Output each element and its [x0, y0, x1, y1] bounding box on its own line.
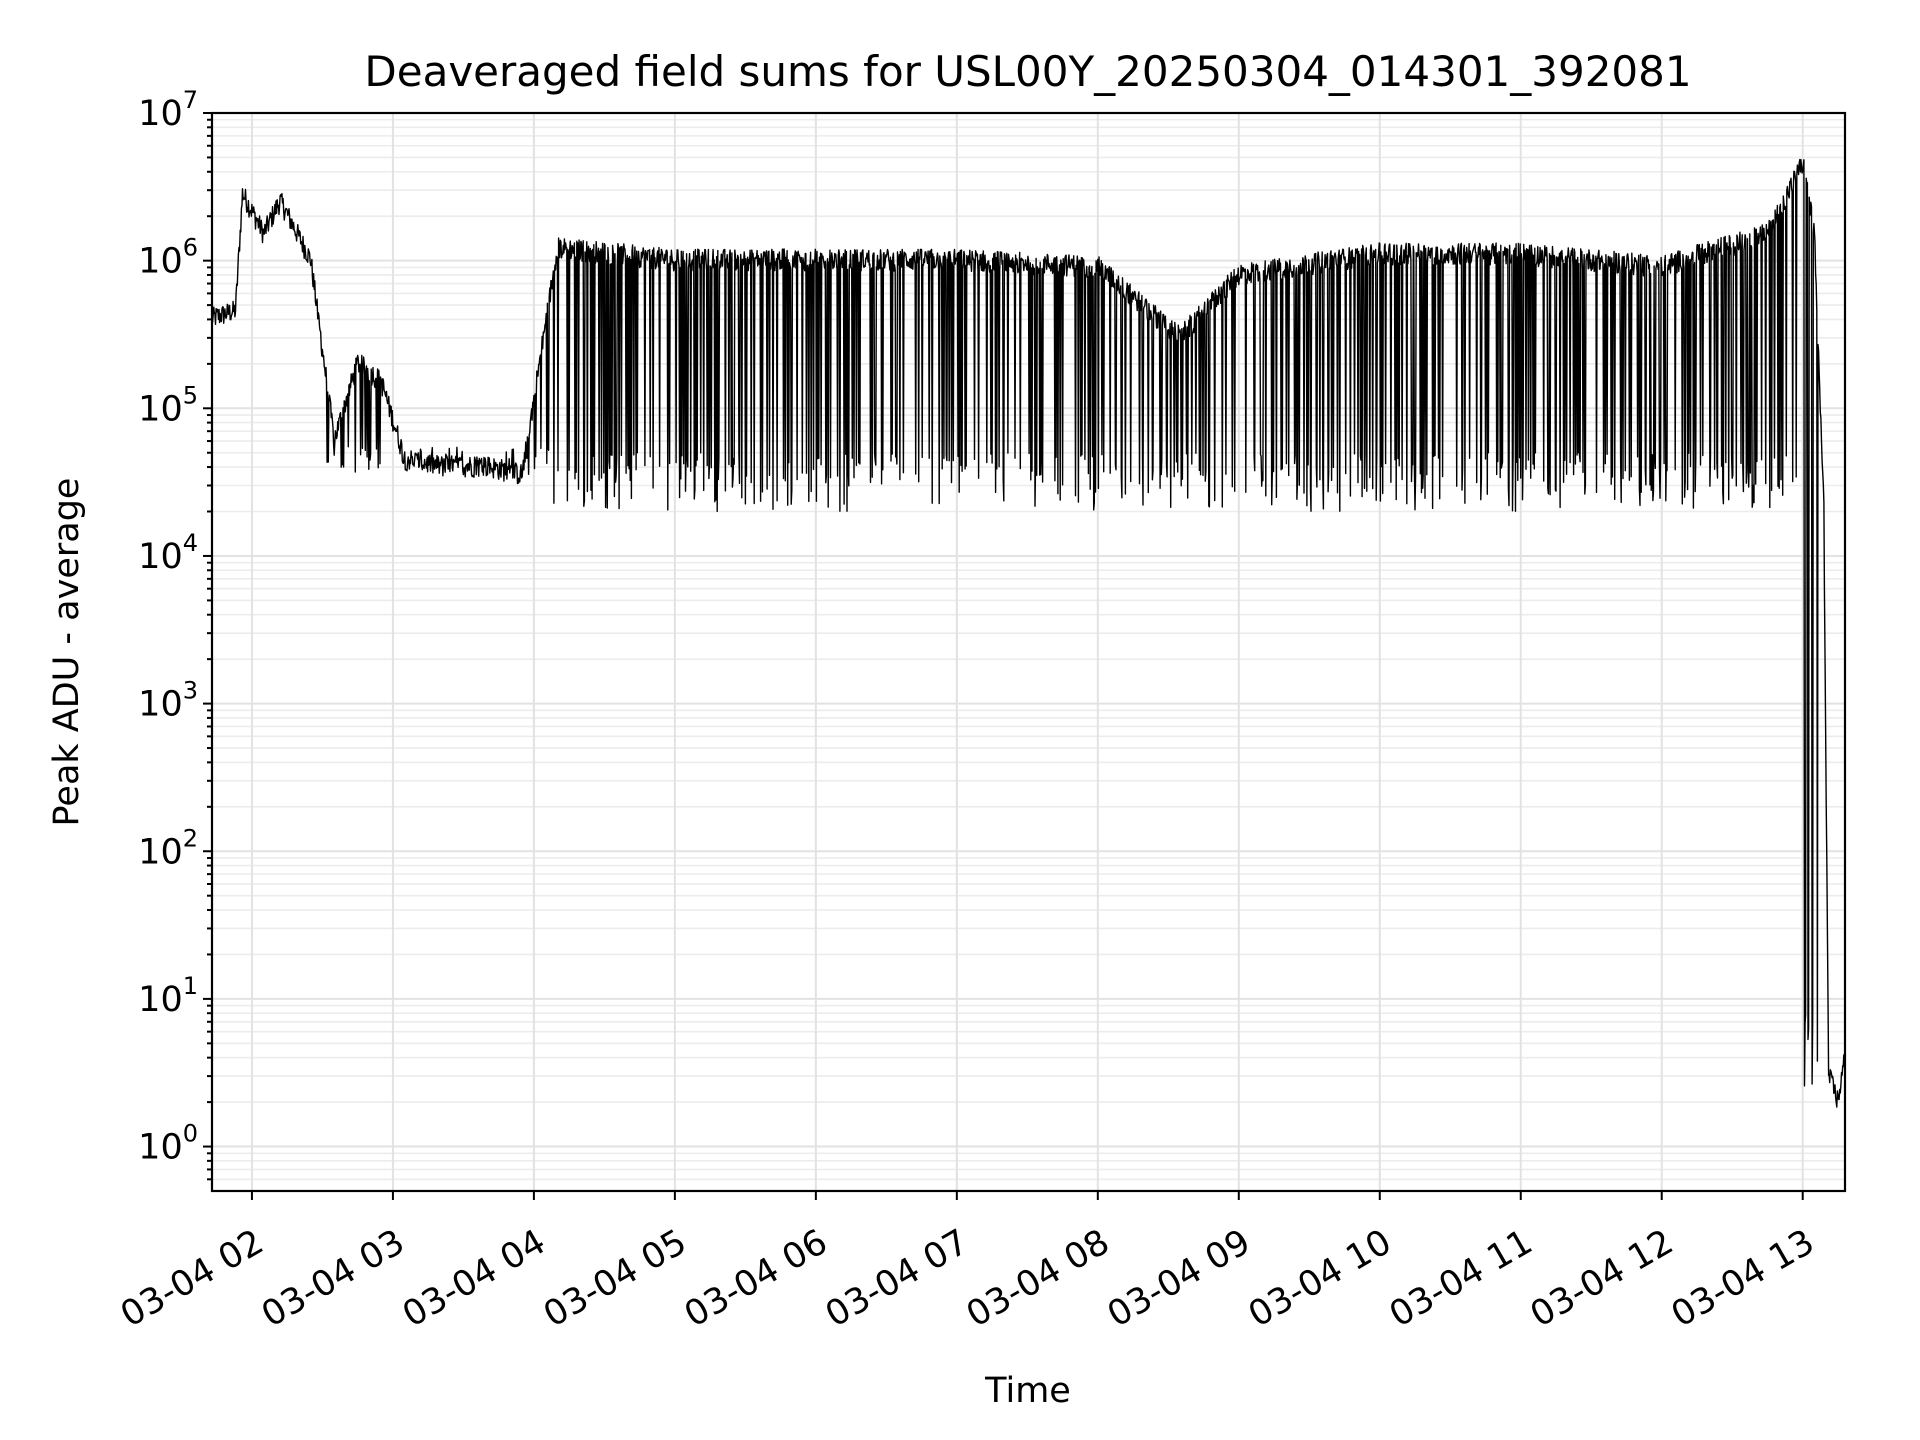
y-tick-exponent: 2	[183, 824, 198, 852]
y-tick-exponent: 1	[183, 972, 198, 1000]
series-layer	[211, 158, 1846, 1108]
y-axis-label: Peak ADU - average	[47, 478, 87, 827]
y-tick-label: 104	[138, 529, 198, 577]
y-tick-exponent: 3	[183, 677, 198, 705]
y-tick-base: 10	[138, 537, 183, 577]
plot-frame	[210, 111, 1847, 1193]
y-tick-base: 10	[138, 1128, 183, 1168]
y-tick-exponent: 4	[183, 529, 198, 557]
y-tick-label: 103	[138, 677, 198, 725]
y-tick-exponent: 7	[183, 86, 198, 114]
y-tick-exponent: 0	[183, 1120, 198, 1148]
y-tick-base: 10	[138, 94, 183, 134]
y-tick-exponent: 6	[183, 234, 198, 262]
y-tick-base: 10	[138, 832, 183, 872]
y-tick-base: 10	[138, 980, 183, 1020]
y-tick-label: 105	[138, 381, 198, 429]
y-tick-label: 106	[138, 234, 198, 282]
y-tick-base: 10	[138, 242, 183, 282]
y-tick-label: 102	[138, 824, 198, 872]
series-line	[211, 158, 1846, 1108]
y-tick-label: 101	[138, 972, 198, 1020]
chart-title: Deaveraged field sums for USL00Y_2025030…	[364, 47, 1691, 96]
y-tick-base: 10	[138, 685, 183, 725]
y-tick-label: 107	[138, 86, 198, 134]
grid	[212, 112, 1845, 1191]
y-tick-base: 10	[138, 389, 183, 429]
x-axis-label: Time	[984, 1371, 1071, 1411]
y-tick-exponent: 5	[183, 381, 198, 409]
y-tick-label: 100	[138, 1120, 198, 1168]
